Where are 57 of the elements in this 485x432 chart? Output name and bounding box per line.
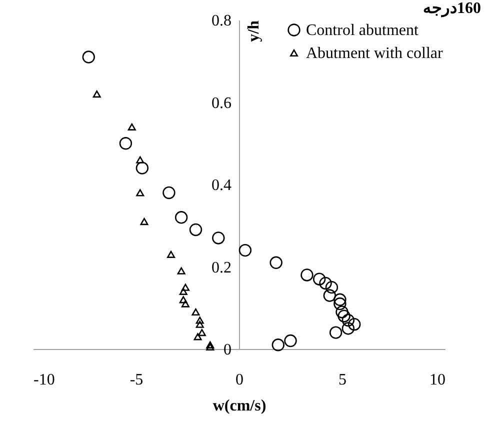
x-tick-label: 5 [338,372,346,388]
point [312,272,326,286]
point [174,211,188,224]
point [270,256,282,269]
point [272,338,284,352]
point [181,284,190,291]
point [338,310,350,322]
y-tick-label: 0.2 [212,259,232,276]
point [119,137,132,150]
point [206,343,214,350]
point [82,50,95,64]
x-tick-label: 10 [430,372,446,388]
point [196,320,204,328]
point [136,156,144,164]
point [198,328,206,336]
point [342,322,355,335]
y-tick-label: 0 [224,342,232,358]
point [319,276,332,290]
legend-label: Control abutment [306,22,419,39]
point [189,223,202,236]
point [325,280,338,294]
point [92,90,101,98]
point [323,289,336,302]
x-tick-label: 0 [236,372,244,388]
point [181,300,190,308]
point [334,293,346,306]
point [194,333,202,340]
point [136,189,144,196]
point [334,297,346,310]
point [162,186,176,200]
point [128,123,136,130]
point [206,341,214,348]
x-tick-label: -10 [34,372,55,388]
point [212,232,225,244]
point [284,334,297,348]
x-axis-title: w(cm/s) [212,398,266,414]
point [140,218,148,226]
point [336,306,348,318]
point [192,308,200,316]
point [196,316,204,324]
x-tick-label: -5 [130,372,144,388]
chart-title: 160درجه [423,0,481,18]
y-tick-label: 0.8 [212,12,232,30]
point [342,314,355,327]
point [238,244,252,257]
y-axis-title: y/h [246,20,262,42]
point [179,288,188,295]
point [348,318,361,331]
point [136,162,149,174]
y-tick-label: 0.4 [212,177,232,194]
point [329,326,342,339]
point [167,250,176,258]
point [177,267,186,274]
y-tick-label: 0.6 [212,94,232,112]
point [179,296,188,304]
legend-label: Abutment with collar [306,45,444,62]
point [300,268,314,282]
